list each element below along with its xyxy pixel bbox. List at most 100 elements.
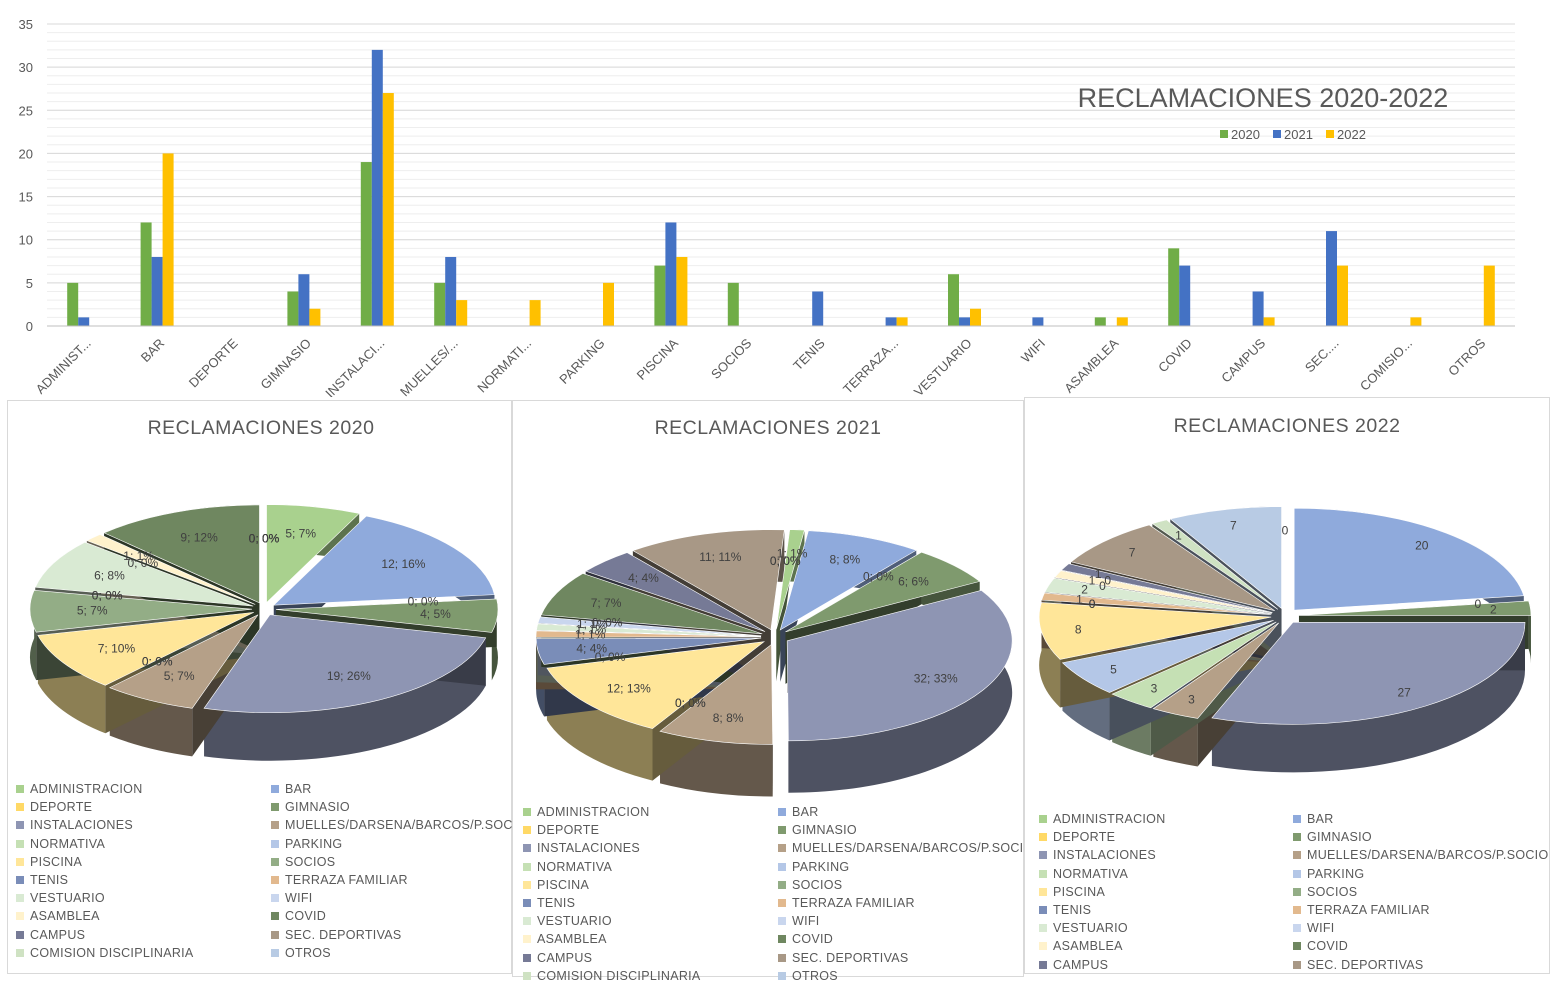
bar-2021-campus [1253,291,1264,326]
legend-label: ASAMBLEA [1053,939,1123,953]
bar-2022-asamblea [1117,317,1128,326]
bar-2021-bar [152,257,163,326]
legend-item-piscina: PISCINA [16,853,271,871]
x-tick-label: PISCINA [634,335,682,383]
pie-data-label-muelles-darsena-barcos-p-socio: 8; 8% [713,711,744,725]
x-tick-label: DEPORTE [186,335,241,390]
legend-swatch [1039,870,1047,878]
legend-label: SEC. DEPORTIVAS [1307,958,1424,972]
legend-item-terraza-familiar: TERRAZA FAMILIAR [271,871,521,889]
legend-label: PISCINA [537,878,589,892]
legend-label: INSTALACIONES [1053,848,1156,862]
legend-label: WIFI [285,891,313,905]
legend-item-normativa: NORMATIVA [523,858,778,876]
x-tick-label: BAR [138,336,168,366]
legend-swatch [16,949,24,957]
legend-swatch [271,840,279,848]
pie-data-label-gimnasio: 4; 5% [420,607,451,621]
y-tick-label: 35 [19,17,33,32]
legend-label: COVID [285,909,326,923]
legend-swatch [1293,888,1301,896]
x-tick-label: ADMINIST... [33,336,94,397]
bar-2020-instalaci [361,162,372,326]
pie-data-label-covid: 7; 7% [591,596,622,610]
legend-label: NORMATIVA [537,860,612,874]
bar-2021-sec [1326,231,1337,326]
x-tick-label: TERRAZA... [840,336,901,397]
legend-label: CAMPUS [30,928,85,942]
pie-data-label-covid: 9; 12% [180,531,218,545]
legend-swatch [778,808,786,816]
legend-swatch-2022 [1326,130,1334,138]
legend-swatch [271,949,279,957]
legend-item-campus: CAMPUS [1039,956,1293,974]
legend-label: CAMPUS [537,951,592,965]
legend-swatch [16,858,24,866]
legend-item-administracion: ADMINISTRACION [523,803,778,821]
pie-data-label-gimnasio: 2 [1490,602,1497,616]
legend-label-2022: 2022 [1337,127,1366,142]
bar-2021-wifi [1032,317,1043,326]
pie-data-label-normativa: 3 [1151,682,1158,696]
legend-item-socios: SOCIOS [1293,883,1547,901]
bar-2020-muelles [434,283,445,326]
legend-label: VESTUARIO [1053,921,1128,935]
bar-2021-terraza [886,317,897,326]
legend-item-campus: CAMPUS [16,926,271,944]
legend-swatch [523,954,531,962]
pie-data-label-bar: 20 [1415,538,1429,552]
pie-data-label-otros: 7 [1230,519,1237,533]
legend-label: MUELLES/DARSENA/BARCOS/P.SOCIO [792,841,1033,855]
legend-label: TENIS [1053,903,1091,917]
pie-data-label-piscina: 7; 10% [98,642,136,656]
legend-label: TERRAZA FAMILIAR [792,896,915,910]
legend-item-parking: PARKING [271,835,521,853]
legend-swatch [16,912,24,920]
legend-swatch [523,826,531,834]
legend-label: COVID [792,932,833,946]
legend-label: DEPORTE [1053,830,1115,844]
pie-data-label-covid: 0 [1104,573,1111,587]
legend-swatch [1293,961,1301,969]
legend-label: SEC. DEPORTIVAS [285,928,402,942]
bar-2020-asamblea [1095,317,1106,326]
legend-item-piscina: PISCINA [523,876,778,894]
legend-swatch [1039,924,1047,932]
legend-swatch [1293,870,1301,878]
legend-label: OTROS [792,969,838,983]
bar-2021-vestuario [959,317,970,326]
pie-data-label-asamblea: 1; 1% [123,549,154,563]
legend-swatch [271,931,279,939]
legend-swatch [778,899,786,907]
legend-swatch [778,935,786,943]
legend-item-tenis: TENIS [16,871,271,889]
legend-label: INSTALACIONES [537,841,640,855]
x-tick-label: SEC.... [1302,336,1342,376]
legend-item-sec-deportivas: SEC. DEPORTIVAS [1293,956,1547,974]
pie-data-label-muelles-darsena-barcos-p-socio: 3 [1188,693,1195,707]
bar-2020-socios [728,283,739,326]
legend-item-muelles-darsena-barcos-p-socio: MUELLES/DARSENA/BARCOS/P.SOCIO [778,839,1028,857]
legend-swatch [1293,851,1301,859]
legend-item-tenis: TENIS [523,894,778,912]
legend-label: GIMNASIO [1307,830,1372,844]
legend-swatch [1293,906,1301,914]
legend-label: BAR [1307,812,1334,826]
pie-data-label-muelles-darsena-barcos-p-socio: 5; 7% [164,669,195,683]
legend-swatch [778,917,786,925]
legend-item-tenis: TENIS [1039,901,1293,919]
legend-label: CAMPUS [1053,958,1108,972]
x-tick-label: WIFI [1018,336,1048,366]
legend-label: PARKING [1307,867,1364,881]
legend-swatch [1293,833,1301,841]
bar-2021-covid [1179,266,1190,326]
legend-item-asamblea: ASAMBLEA [1039,937,1293,955]
legend-swatch [16,821,24,829]
legend-label: TENIS [30,873,68,887]
legend-label: SOCIOS [1307,885,1357,899]
legend-swatch [778,954,786,962]
pie-title: RECLAMACIONES 2021 [655,417,882,439]
